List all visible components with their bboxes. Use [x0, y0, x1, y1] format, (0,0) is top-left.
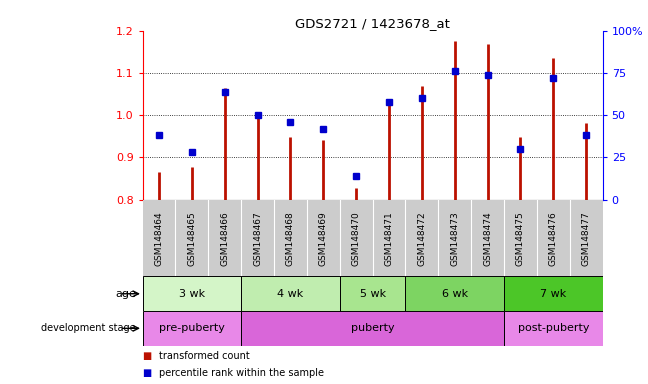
Text: GSM148465: GSM148465 — [187, 211, 196, 266]
Text: GSM148471: GSM148471 — [384, 211, 393, 266]
Bar — [504, 311, 603, 346]
Text: percentile rank within the sample: percentile rank within the sample — [159, 368, 324, 378]
Bar — [241, 276, 340, 311]
Text: 3 wk: 3 wk — [179, 289, 205, 299]
Text: GSM148468: GSM148468 — [286, 211, 295, 266]
Text: GSM148473: GSM148473 — [450, 211, 459, 266]
Text: GSM148474: GSM148474 — [483, 211, 492, 266]
Text: age: age — [115, 289, 136, 299]
Bar — [504, 276, 603, 311]
Text: GSM148475: GSM148475 — [516, 211, 525, 266]
Text: GSM148466: GSM148466 — [220, 211, 229, 266]
Bar — [340, 276, 406, 311]
Text: 7 wk: 7 wk — [540, 289, 566, 299]
Text: ■: ■ — [143, 351, 152, 361]
Text: puberty: puberty — [351, 323, 395, 333]
Text: GSM148476: GSM148476 — [549, 211, 558, 266]
Bar — [406, 276, 504, 311]
Text: 6 wk: 6 wk — [442, 289, 468, 299]
Text: 4 wk: 4 wk — [277, 289, 303, 299]
Text: pre-puberty: pre-puberty — [159, 323, 225, 333]
Text: GSM148472: GSM148472 — [417, 211, 426, 266]
Bar — [143, 276, 241, 311]
Text: GSM148464: GSM148464 — [154, 211, 163, 266]
Text: post-puberty: post-puberty — [518, 323, 589, 333]
Text: transformed count: transformed count — [159, 351, 249, 361]
Text: GSM148470: GSM148470 — [352, 211, 361, 266]
Text: GSM148477: GSM148477 — [582, 211, 591, 266]
Text: GSM148467: GSM148467 — [253, 211, 262, 266]
Title: GDS2721 / 1423678_at: GDS2721 / 1423678_at — [295, 17, 450, 30]
Text: development stage: development stage — [41, 323, 136, 333]
Text: 5 wk: 5 wk — [360, 289, 386, 299]
Text: GSM148469: GSM148469 — [319, 211, 328, 266]
Text: ■: ■ — [143, 368, 152, 378]
Bar — [241, 311, 504, 346]
Bar — [143, 311, 241, 346]
